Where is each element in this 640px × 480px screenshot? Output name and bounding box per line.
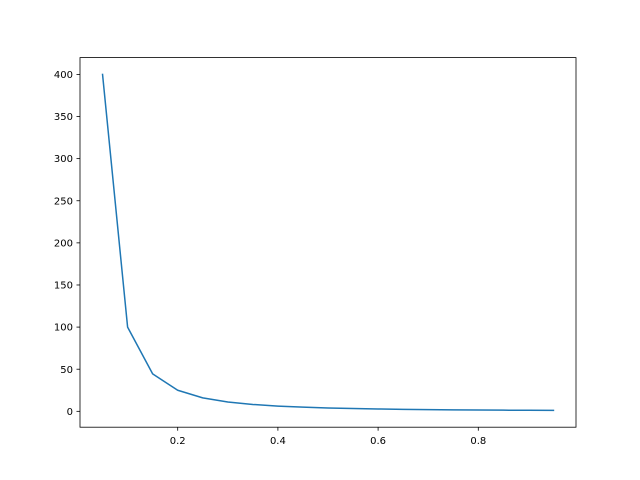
series-line xyxy=(101,73,555,412)
plot-lines xyxy=(101,73,555,412)
y-tick-label: 400 xyxy=(54,70,73,81)
x-tick-label: 0.8 xyxy=(470,436,486,447)
y-tick-label: 0 xyxy=(67,407,73,418)
axes-frame xyxy=(79,57,577,428)
y-tick-label: 250 xyxy=(54,196,73,207)
y-tick-label: 150 xyxy=(54,281,73,292)
y-tick-label: 50 xyxy=(60,365,73,376)
y-tick-label: 350 xyxy=(54,112,73,123)
x-tick-label: 0.4 xyxy=(270,436,286,447)
x-tick-label: 0.6 xyxy=(370,436,386,447)
y-axis: 0 50 100 150 200 250 300 350 400 xyxy=(54,70,80,418)
x-axis: 0.2 0.4 0.6 0.8 xyxy=(170,427,486,447)
y-tick-label: 200 xyxy=(54,238,73,249)
y-tick-label: 100 xyxy=(54,323,73,334)
x-tick-label: 0.2 xyxy=(170,436,186,447)
y-tick-label: 300 xyxy=(54,154,73,165)
